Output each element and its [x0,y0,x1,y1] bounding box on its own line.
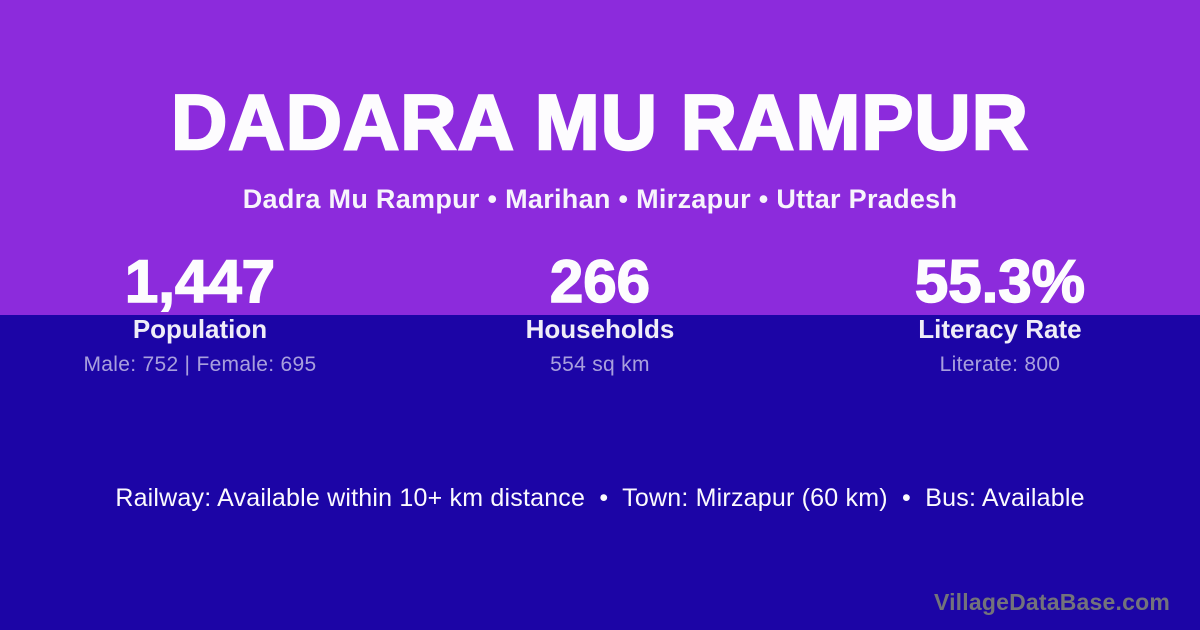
site-watermark: VillageDataBase.com [933,589,1170,615]
stat-literacy: 55.3% Literacy Rate Literate: 800 [800,248,1200,377]
population-gender-split: Male: 752 | Female: 695 [83,353,317,376]
stats-row: 1,447 Population Male: 752 | Female: 695… [0,248,1200,377]
literacy-rate-label: Literacy Rate [918,314,1082,344]
population-value: 1,447 [124,248,276,315]
literate-count-detail: Literate: 800 [939,353,1061,376]
page-title: DADARA MU RAMPUR [170,78,1030,166]
stat-households: 266 Households 554 sq km [400,248,800,377]
households-label: Households [525,314,675,344]
population-label: Population [132,314,268,344]
stat-population: 1,447 Population Male: 752 | Female: 695 [0,248,400,377]
households-value: 266 [549,248,651,315]
area-detail: 554 sq km [550,353,650,376]
literacy-rate-value: 55.3% [914,248,1086,315]
amenities-line: Railway: Available within 10+ km distanc… [115,484,1085,512]
breadcrumb: Dadra Mu Rampur • Marihan • Mirzapur • U… [242,184,958,214]
